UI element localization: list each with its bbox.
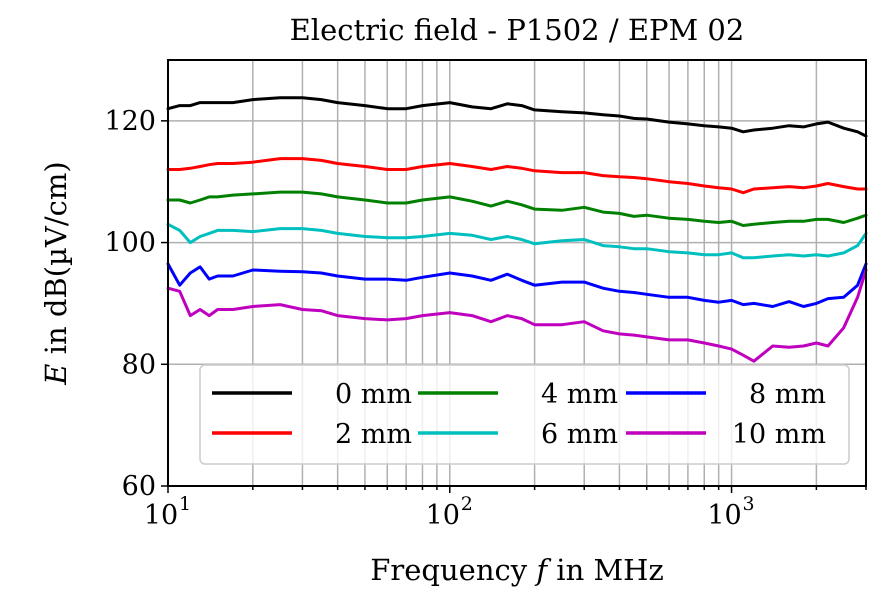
y-tick-labels: 60 80 100 120 bbox=[104, 106, 156, 502]
legend-label: 6 mm bbox=[541, 419, 618, 450]
chart-title: Electric field - P1502 / EPM 02 bbox=[290, 13, 745, 47]
x-tick-exponent: 3 bbox=[743, 493, 755, 515]
legend-box bbox=[199, 364, 850, 465]
legend-label: 10 mm bbox=[732, 419, 826, 450]
series-lines bbox=[166, 96, 868, 363]
series-line bbox=[166, 190, 868, 227]
legend: 0 mm 2 mm 4 mm 6 mm 8 mm 10 mm bbox=[199, 364, 850, 465]
y-tick-label: 60 bbox=[122, 471, 156, 502]
x-tick-labels: 10 1 10 2 10 3 bbox=[144, 493, 755, 531]
x-axis-label-prefix: Frequency bbox=[370, 553, 536, 587]
series-line bbox=[166, 96, 868, 138]
x-axis-label-suffix: in MHz bbox=[547, 553, 664, 587]
series-line bbox=[166, 268, 868, 363]
series-line bbox=[166, 157, 868, 195]
x-tick-label: 10 bbox=[426, 500, 460, 531]
y-axis-label-variable: E bbox=[39, 364, 73, 386]
legend-label: 4 mm bbox=[541, 379, 618, 410]
series-line bbox=[166, 222, 868, 260]
y-tick-label: 120 bbox=[104, 106, 156, 137]
x-tick-label: 10 bbox=[144, 500, 178, 531]
y-axis-label-suffix: in dB(µV/cm) bbox=[39, 161, 73, 363]
y-tick-label: 100 bbox=[104, 228, 156, 259]
x-axis-label: Frequency f in MHz bbox=[370, 553, 663, 587]
y-tick-label: 80 bbox=[122, 349, 156, 380]
x-tick-exponent: 1 bbox=[179, 493, 191, 515]
x-tick-exponent: 2 bbox=[461, 493, 473, 515]
series-line bbox=[166, 262, 868, 308]
plot-area-frame bbox=[167, 59, 867, 487]
legend-label: 8 mm bbox=[749, 379, 826, 410]
legend-label: 2 mm bbox=[335, 419, 412, 450]
x-tick-label: 10 bbox=[707, 500, 741, 531]
legend-label: 0 mm bbox=[335, 379, 412, 410]
y-axis-label: E in dB(µV/cm) bbox=[39, 161, 73, 385]
